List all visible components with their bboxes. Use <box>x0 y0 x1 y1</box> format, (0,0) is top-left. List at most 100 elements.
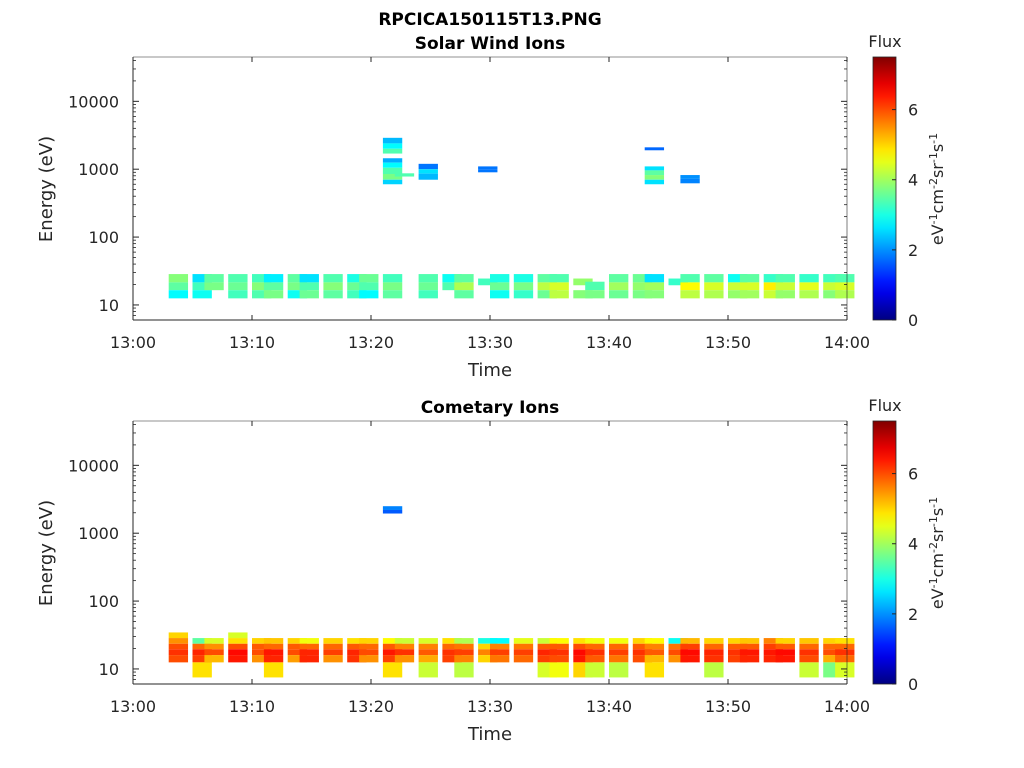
heatmap-cell <box>394 643 415 650</box>
heatmap-cell <box>192 643 212 650</box>
heatmap-cell <box>490 282 510 291</box>
heatmap-cell <box>704 638 724 644</box>
heatmap-cell <box>359 290 379 299</box>
heatmap-cell <box>763 649 784 656</box>
heatmap-cell <box>680 290 700 299</box>
heatmap-cell <box>252 655 272 663</box>
heatmap-cell <box>204 643 224 650</box>
heatmap-cell <box>799 274 819 283</box>
heatmap-cell <box>644 290 665 299</box>
heatmap-cell <box>228 643 248 650</box>
heatmap-cell <box>347 638 367 644</box>
heatmap-cell <box>549 643 569 650</box>
heatmap-cell <box>739 649 760 656</box>
heatmap-cell <box>418 662 438 678</box>
heatmap-cell <box>644 147 665 151</box>
x-tick-label: 13:30 <box>467 697 513 716</box>
heatmap-cell <box>823 643 843 650</box>
colorbar-unit: eV-1cm-2sr-1s-1 <box>927 497 947 609</box>
heatmap-cell <box>835 638 855 644</box>
heatmap-cell <box>632 638 653 644</box>
heatmap-cell <box>537 290 557 299</box>
heatmap-cell <box>799 643 819 650</box>
heatmap-cell <box>204 282 224 291</box>
heatmap-cell <box>323 649 343 656</box>
y-tick-label: 1000 <box>78 524 119 543</box>
heatmap-cell <box>573 655 593 663</box>
heatmap-cell <box>454 655 474 663</box>
y-axis-label: Energy (eV) <box>36 500 57 606</box>
heatmap-cell <box>585 281 605 291</box>
heatmap-cell <box>573 638 593 644</box>
heatmap-cell <box>763 290 784 299</box>
heatmap-cell <box>287 649 308 656</box>
heatmap-cell <box>609 662 629 678</box>
x-tick-label: 13:40 <box>586 333 632 352</box>
x-tick-label: 13:40 <box>586 697 632 716</box>
heatmap-cell <box>513 649 534 656</box>
heatmap-cell <box>382 274 403 283</box>
heatmap-cell <box>549 649 569 656</box>
heatmap-cell <box>418 290 438 299</box>
heatmap-cell <box>537 638 557 644</box>
heatmap-cell <box>168 638 189 644</box>
heatmap-cell <box>418 173 438 180</box>
heatmap-cell <box>537 643 557 650</box>
x-tick-label: 13:20 <box>348 333 394 352</box>
heatmap-cell <box>168 274 189 283</box>
y-tick-label: 10000 <box>68 92 119 111</box>
heatmap-cell <box>323 282 343 291</box>
heatmap-cell <box>168 290 189 299</box>
heatmap-cell <box>323 290 343 299</box>
heatmap-cell <box>680 649 700 656</box>
heatmap-cell <box>823 290 843 299</box>
heatmap-cell <box>739 655 760 663</box>
heatmap-cell <box>823 649 843 656</box>
heatmap-cell <box>418 169 438 174</box>
heatmap-cell <box>192 638 212 644</box>
heatmap-cell <box>644 282 665 291</box>
heatmap-cell <box>252 290 272 299</box>
heatmap-cell <box>668 638 688 644</box>
heatmap-cell <box>418 638 438 644</box>
heatmap-cell <box>835 282 855 291</box>
heatmap-cell <box>573 649 593 656</box>
heatmap-cell <box>573 643 593 650</box>
heatmap-cell <box>192 290 212 299</box>
colorbar <box>872 56 897 321</box>
heatmap-cell <box>549 655 569 663</box>
heatmap-cell <box>168 655 189 663</box>
heatmap-cell <box>513 290 534 299</box>
heatmap-cell <box>287 638 308 644</box>
heatmap-cell <box>263 274 284 283</box>
heatmap-cell <box>228 274 248 283</box>
heatmap-cell <box>418 282 438 291</box>
heatmap-cell <box>537 649 557 656</box>
heatmap-cell <box>799 655 819 663</box>
heatmap-cell <box>359 649 379 656</box>
heatmap-cell <box>835 643 855 650</box>
heatmap-cell <box>668 643 688 650</box>
heatmap-cell <box>347 274 367 283</box>
heatmap-cell <box>513 655 534 663</box>
heatmap-cell <box>454 282 474 291</box>
heatmap-cell <box>478 278 498 286</box>
heatmap-cell <box>418 643 438 650</box>
heatmap-cell <box>359 643 379 650</box>
heatmap-cell <box>490 274 510 283</box>
y-tick-label: 10 <box>99 660 119 679</box>
heatmap-cell <box>442 282 462 291</box>
heatmap-cell <box>585 638 605 644</box>
heatmap-cell <box>323 638 343 644</box>
heatmap-cell <box>549 662 569 678</box>
heatmap-cell <box>382 643 403 650</box>
heatmap-cell <box>382 282 403 291</box>
heatmap-cell <box>359 274 379 283</box>
heatmap-cell <box>299 649 319 656</box>
heatmap-cell <box>680 175 700 179</box>
heatmap-cell <box>478 166 498 170</box>
heatmap-cell <box>585 290 605 299</box>
heatmap-cell <box>359 282 379 291</box>
heatmap-cell <box>585 662 605 678</box>
heatmap-cell <box>668 655 688 663</box>
